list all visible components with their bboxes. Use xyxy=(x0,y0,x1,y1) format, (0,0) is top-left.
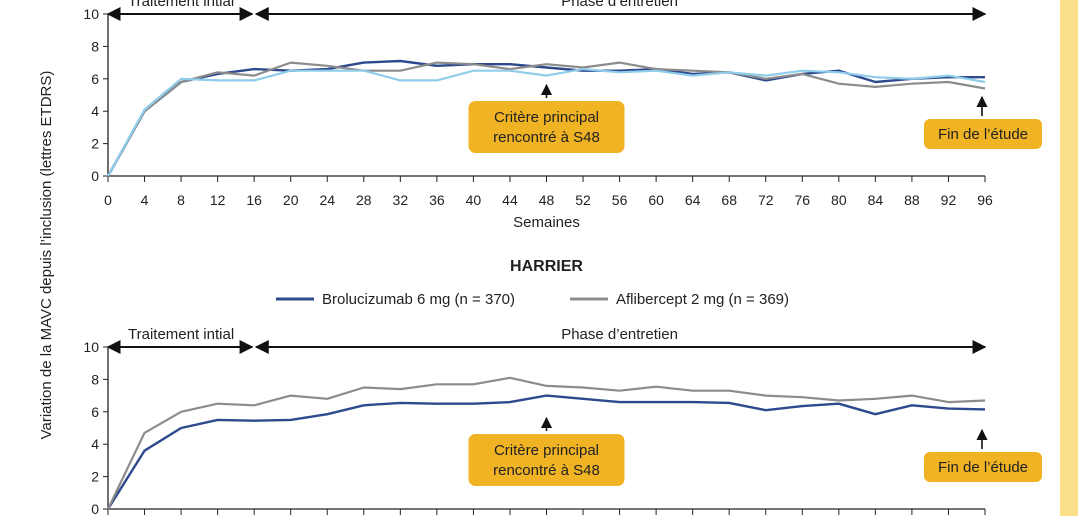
panel2-y-tick-label: 2 xyxy=(91,469,99,485)
panel1-x-tick-label: 64 xyxy=(685,192,701,208)
panel1-end-of-study-box xyxy=(924,119,1042,149)
legend-label-brolucizumab: Brolucizumab 6 mg (n = 370) xyxy=(322,291,515,308)
panel2-y-tick-label: 4 xyxy=(91,436,99,452)
panel2-series-brolucizumab-line xyxy=(106,394,986,510)
panel1-phase-initial-label: Traitement intial xyxy=(128,0,234,10)
panel1-x-tick-label: 56 xyxy=(612,192,628,208)
panel1-x-tick-label: 84 xyxy=(868,192,884,208)
panel1-y-tick-label: 4 xyxy=(91,103,99,119)
panel1-y-tick-label: 0 xyxy=(91,168,99,184)
panel1-series-aflibercept-light-line xyxy=(107,67,986,177)
panel1-x-tick-label: 44 xyxy=(502,192,518,208)
accent-bar xyxy=(1060,0,1078,516)
panel2-primary-endpoint-text-line: Critère principal xyxy=(494,442,599,459)
panel2-phase-maintenance-label: Phase d’entretien xyxy=(561,326,678,343)
panel1-phase-maintenance-label: Phase d’entretien xyxy=(561,0,678,10)
panel2-y-tick-label: 10 xyxy=(83,339,99,355)
panel2-primary-endpoint-box xyxy=(468,434,625,486)
panel2-series-aflibercept-line xyxy=(107,376,986,510)
panel1-x-tick-label: 96 xyxy=(977,192,993,208)
panel1-x-tick-label: 72 xyxy=(758,192,774,208)
panel2-end-of-study-text: Fin de l’étude xyxy=(938,459,1028,476)
panel1-series-brolucizumab-line xyxy=(106,59,985,177)
panel1-primary-endpoint-text-line: rencontré à S48 xyxy=(493,129,600,146)
panel1-x-tick-label: 12 xyxy=(210,192,226,208)
panel1-primary-endpoint-text-line: Critère principal xyxy=(494,109,599,126)
y-axis-label: Variation de la MAVC depuis l’inclusion … xyxy=(38,71,55,440)
panel1-x-tick-label: 52 xyxy=(575,192,591,208)
panel1-x-axis-label: Semaines xyxy=(513,214,580,231)
panel1-end-of-study-text: Fin de l’étude xyxy=(938,126,1028,143)
panel1-x-tick-label: 76 xyxy=(795,192,811,208)
panel2-end-of-study-box xyxy=(924,452,1042,482)
panel1-x-tick-label: 92 xyxy=(941,192,957,208)
panel1-y-tick-label: 2 xyxy=(91,136,99,152)
panel1-x-tick-label: 88 xyxy=(904,192,920,208)
panel2-y-tick-label: 0 xyxy=(91,501,99,516)
panel2-y-tick-label: 6 xyxy=(91,404,99,420)
panel1-x-tick-label: 40 xyxy=(466,192,482,208)
legend-label-aflibercept: Aflibercept 2 mg (n = 369) xyxy=(616,291,789,308)
panel1-x-tick-label: 28 xyxy=(356,192,372,208)
harrier-title: HARRIER xyxy=(510,258,583,275)
panel1-x-tick-label: 16 xyxy=(246,192,262,208)
panel1-x-tick-label: 60 xyxy=(648,192,664,208)
panel2-phase-initial-label: Traitement intial xyxy=(128,326,234,343)
panel1-x-tick-label: 48 xyxy=(539,192,555,208)
panel1-x-tick-label: 80 xyxy=(831,192,847,208)
panel2-primary-endpoint-text-line: rencontré à S48 xyxy=(493,462,600,479)
panel1-x-tick-label: 32 xyxy=(393,192,409,208)
panel1-primary-endpoint-box xyxy=(468,101,625,153)
panel1-y-tick-label: 6 xyxy=(91,71,99,87)
panel1-x-tick-label: 0 xyxy=(104,192,112,208)
panel1-x-tick-label: 8 xyxy=(177,192,185,208)
panel1-y-tick-label: 10 xyxy=(83,6,99,22)
panel1-x-tick-label: 24 xyxy=(319,192,335,208)
panel1-series-aflibercept-line xyxy=(107,61,986,177)
panel1-x-tick-label: 20 xyxy=(283,192,299,208)
panel1-x-tick-label: 4 xyxy=(141,192,149,208)
panel1-x-tick-label: 36 xyxy=(429,192,445,208)
panel2-y-tick-label: 8 xyxy=(91,371,99,387)
chart-figure: Variation de la MAVC depuis l’inclusion … xyxy=(38,0,1042,517)
panel1-x-tick-label: 68 xyxy=(721,192,737,208)
panel1-y-tick-label: 8 xyxy=(91,38,99,54)
